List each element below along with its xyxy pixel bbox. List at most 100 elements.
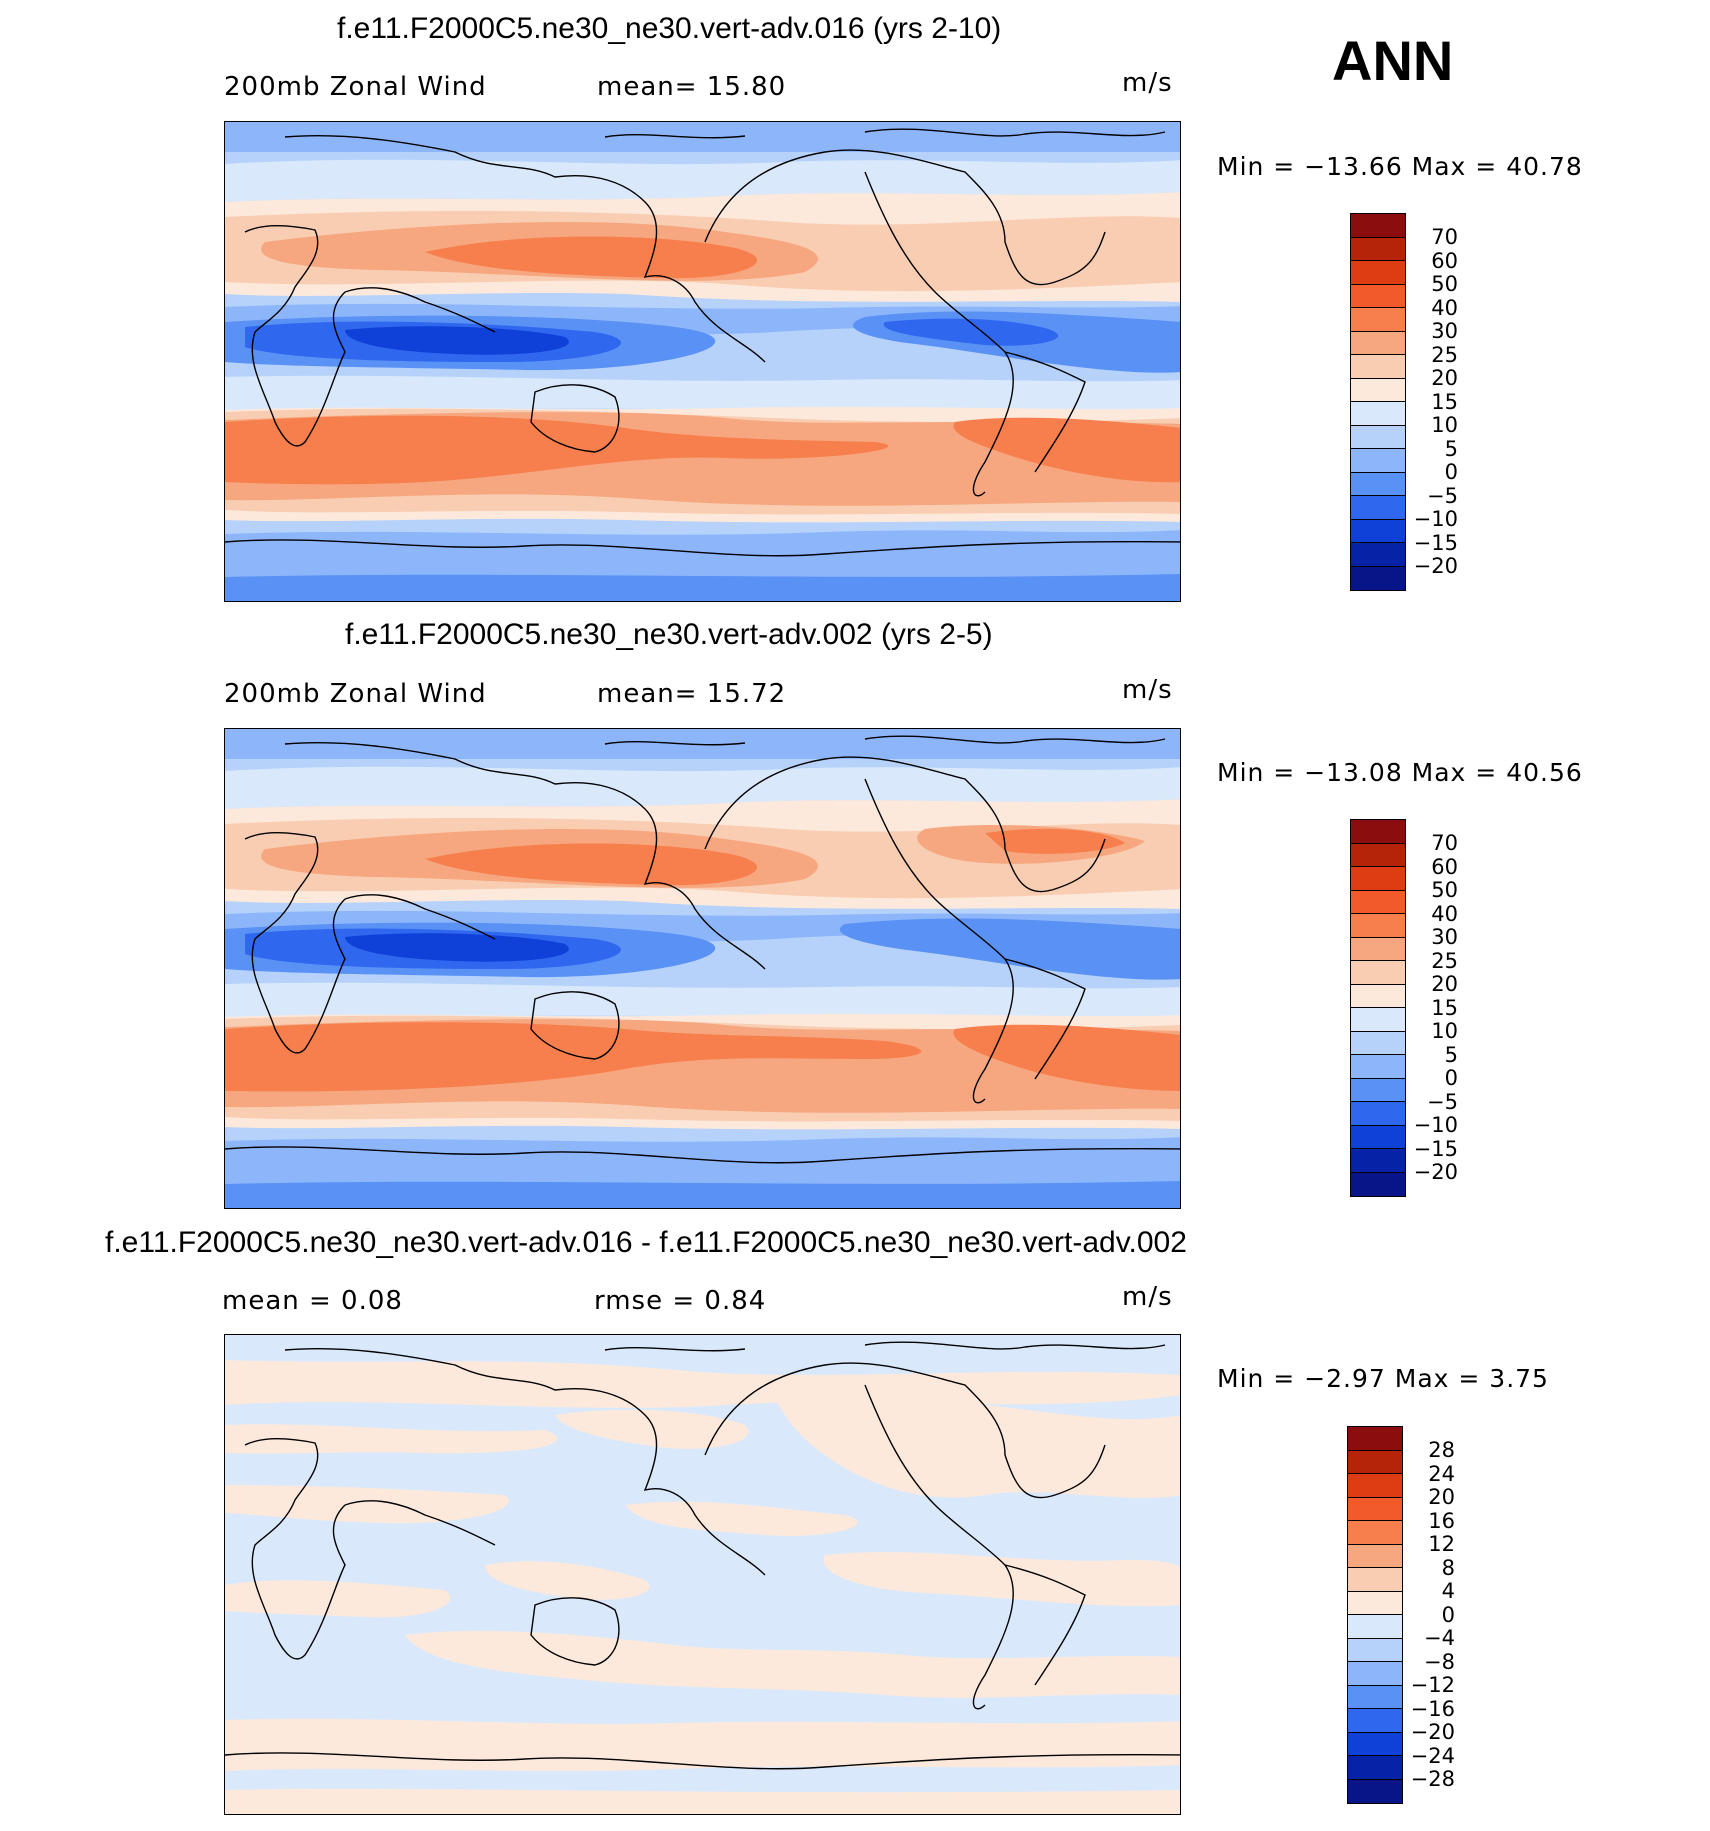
colorbar-swatch — [1351, 261, 1405, 285]
colorbar-tick-label: −16 — [1410, 1697, 1455, 1721]
colorbar-tick-label: −20 — [1410, 1720, 1455, 1744]
colorbar-swatch — [1351, 1102, 1405, 1126]
colorbar-swatch — [1348, 1568, 1402, 1592]
colorbar-swatch — [1351, 1149, 1405, 1173]
colorbar-tick-label: 8 — [1441, 1556, 1455, 1580]
colorbar-tick-label: 40 — [1431, 296, 1458, 320]
colorbar-tick-label: −28 — [1410, 1767, 1455, 1791]
colorbar-tick-label: −24 — [1410, 1744, 1455, 1768]
colorbar-tick-label: 25 — [1431, 343, 1458, 367]
panel3-units: m/s — [1122, 1282, 1173, 1312]
colorbar-swatch — [1351, 214, 1405, 238]
colorbar-tick-label: 20 — [1431, 366, 1458, 390]
colorbar-tick-label: −12 — [1410, 1673, 1455, 1697]
colorbar-swatch — [1351, 1031, 1405, 1055]
panel1-units: m/s — [1122, 68, 1173, 98]
colorbar-swatch — [1348, 1779, 1402, 1803]
panel1-map — [224, 121, 1181, 602]
colorbar-swatch — [1351, 496, 1405, 520]
season-label: ANN — [1332, 29, 1454, 92]
colorbar-tick-label: 30 — [1431, 319, 1458, 343]
colorbar-swatch — [1351, 355, 1405, 379]
colorbar-swatch — [1351, 237, 1405, 261]
panel3-mean-label: mean = 0.08 — [222, 1286, 403, 1316]
colorbar-tick-label: 50 — [1431, 878, 1458, 902]
colorbar-tick-label: 4 — [1441, 1579, 1455, 1603]
colorbar-swatch — [1351, 867, 1405, 891]
colorbar-swatch — [1348, 1685, 1402, 1709]
colorbar-swatch — [1351, 543, 1405, 567]
panel3-contour-field — [225, 1335, 1180, 1814]
colorbar-swatch — [1348, 1497, 1402, 1521]
colorbar-swatch — [1351, 1078, 1405, 1102]
colorbar-tick-label: −5 — [1427, 1090, 1458, 1114]
colorbar-swatch — [1348, 1756, 1402, 1780]
colorbar-tick-label: 28 — [1428, 1438, 1455, 1462]
colorbar-swatch — [1348, 1709, 1402, 1733]
colorbar-swatch — [1351, 1008, 1405, 1032]
panel2-minmax: Min = −13.08 Max = 40.56 — [1217, 758, 1583, 787]
colorbar-swatch — [1348, 1474, 1402, 1498]
colorbar-swatch — [1348, 1450, 1402, 1474]
colorbar-tick-label: 30 — [1431, 925, 1458, 949]
colorbar-swatch — [1351, 914, 1405, 938]
colorbar-swatch — [1351, 449, 1405, 473]
panel2-contour-field — [225, 729, 1180, 1208]
colorbar-tick-label: 20 — [1431, 972, 1458, 996]
colorbar-tick-label: −8 — [1424, 1650, 1455, 1674]
colorbar-swatch — [1351, 402, 1405, 426]
colorbar-swatch — [1351, 984, 1405, 1008]
colorbar-swatch — [1351, 331, 1405, 355]
colorbar-swatch — [1351, 284, 1405, 308]
colorbar-swatch — [1348, 1427, 1402, 1451]
colorbar-swatch — [1348, 1615, 1402, 1639]
colorbar-swatch — [1351, 820, 1405, 844]
panel2-variable-label: 200mb Zonal Wind — [224, 679, 487, 709]
colorbar-swatch — [1351, 890, 1405, 914]
colorbar-tick-label: −20 — [1413, 554, 1458, 578]
colorbar-swatch — [1348, 1638, 1402, 1662]
colorbar-tick-label: −5 — [1427, 484, 1458, 508]
colorbar-tick-label: 40 — [1431, 902, 1458, 926]
panel1-colorbar — [1350, 213, 1406, 591]
colorbar-tick-label: 24 — [1428, 1462, 1455, 1486]
colorbar-tick-label: −15 — [1413, 1137, 1458, 1161]
colorbar-tick-label: 10 — [1431, 1019, 1458, 1043]
colorbar-tick-label: 15 — [1431, 996, 1458, 1020]
colorbar-tick-label: −10 — [1413, 1113, 1458, 1137]
panel1-minmax: Min = −13.66 Max = 40.78 — [1217, 152, 1583, 181]
colorbar-swatch — [1348, 1732, 1402, 1756]
colorbar-tick-label: 0 — [1444, 460, 1458, 484]
colorbar-swatch — [1351, 425, 1405, 449]
panel1-title: f.e11.F2000C5.ne30_ne30.vert-adv.016 (yr… — [337, 12, 1002, 45]
colorbar-tick-label: 60 — [1431, 249, 1458, 273]
colorbar-swatch — [1351, 472, 1405, 496]
colorbar-tick-label: 16 — [1428, 1509, 1455, 1533]
colorbar-swatch — [1348, 1521, 1402, 1545]
colorbar-swatch — [1351, 308, 1405, 332]
colorbar-swatch — [1351, 843, 1405, 867]
panel2-map — [224, 728, 1181, 1209]
panel3-title: f.e11.F2000C5.ne30_ne30.vert-adv.016 - f… — [105, 1226, 1187, 1259]
colorbar-tick-label: 60 — [1431, 855, 1458, 879]
panel3-map — [224, 1334, 1181, 1815]
panel2-mean-label: mean= 15.72 — [597, 679, 787, 709]
colorbar-tick-label: 50 — [1431, 272, 1458, 296]
panel2-colorbar — [1350, 819, 1406, 1197]
colorbar-swatch — [1348, 1662, 1402, 1686]
colorbar-tick-label: 5 — [1444, 437, 1458, 461]
panel2-units: m/s — [1122, 675, 1173, 705]
colorbar-tick-label: 70 — [1431, 225, 1458, 249]
colorbar-swatch — [1351, 961, 1405, 985]
colorbar-swatch — [1351, 937, 1405, 961]
colorbar-tick-label: 0 — [1444, 1066, 1458, 1090]
colorbar-tick-label: 25 — [1431, 949, 1458, 973]
colorbar-tick-label: 12 — [1428, 1532, 1455, 1556]
panel1-contour-field — [225, 122, 1180, 601]
colorbar-tick-label: 5 — [1444, 1043, 1458, 1067]
colorbar-tick-label: 15 — [1431, 390, 1458, 414]
panel3-colorbar — [1347, 1426, 1403, 1804]
panel3-minmax: Min = −2.97 Max = 3.75 — [1217, 1364, 1549, 1393]
panel3-rmse-label: rmse = 0.84 — [594, 1286, 767, 1316]
colorbar-tick-label: −15 — [1413, 531, 1458, 555]
